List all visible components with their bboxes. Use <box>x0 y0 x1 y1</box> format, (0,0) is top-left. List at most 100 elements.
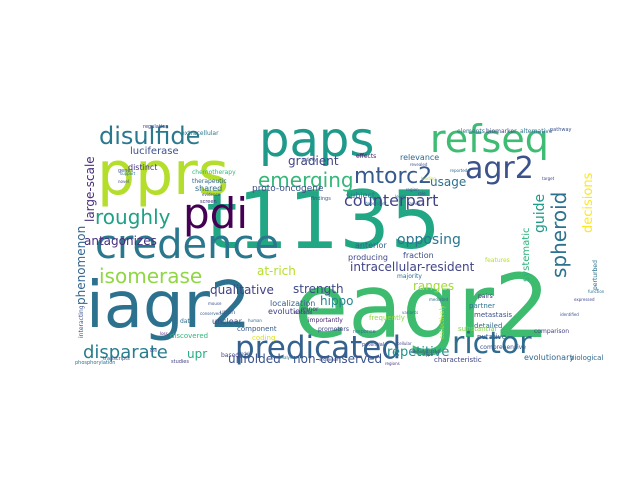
word-emerging: emerging <box>258 168 354 192</box>
word-interacting: interacting <box>78 305 85 338</box>
word-usage: usage <box>430 175 466 189</box>
word-studies: studies <box>171 359 189 365</box>
word-extracellular: extracellular <box>181 130 219 137</box>
word-regions: regions <box>385 361 400 366</box>
word-proto-oncogene: proto-oncogene <box>252 184 324 194</box>
word-t1135: t1135 <box>206 174 441 267</box>
word-localization: localization <box>270 299 315 308</box>
word-disulfide: disulfide <box>99 122 200 150</box>
word-encode: encode <box>294 310 312 316</box>
word-support: support <box>120 171 136 176</box>
word-disparate: disparate <box>83 342 168 363</box>
word-potential: potential <box>362 342 384 348</box>
word-comprehensive: comprehensive <box>480 344 526 351</box>
word-spheroid: spheroid <box>547 192 571 278</box>
word-roughly: roughly <box>95 205 171 229</box>
word-coding: coding <box>252 334 275 342</box>
word-rictor: rictor <box>452 326 532 361</box>
word-eagr2: eagr2 <box>294 255 550 358</box>
word-mouse: mouse <box>208 301 222 306</box>
word-counterpart: counterpart <box>344 191 438 210</box>
word-alternative: alternative <box>520 128 553 135</box>
word-upon: upon <box>220 309 235 316</box>
word-phosphorylation: phosphorylation <box>75 360 115 366</box>
word-cellular: cellular <box>397 341 412 346</box>
word-transcripts: transcripts <box>103 356 130 362</box>
word-target: target <box>542 176 555 181</box>
word-unfolded: unfolded <box>228 352 281 366</box>
word-levels: levels <box>395 194 407 199</box>
word-data: data <box>180 318 194 325</box>
word-comparison: comparison <box>534 328 569 335</box>
word-iagr2: iagr2 <box>86 269 251 343</box>
word-paps: paps <box>259 112 374 168</box>
word-response: response <box>353 329 376 335</box>
word-guide: guide <box>532 194 548 233</box>
word-evolution: evolution <box>268 307 305 316</box>
word-evidence: evidence <box>202 192 221 197</box>
word-characteristic: characteristic <box>434 356 482 364</box>
word-biological: biological <box>570 354 603 362</box>
word-human: human <box>248 318 262 323</box>
word-type: type <box>424 352 433 357</box>
word-perturbed: perturbed <box>592 260 599 290</box>
word-pathway: pathway <box>550 127 572 133</box>
word-metastasis: metastasis <box>474 311 512 319</box>
word-expressed: expressed <box>574 297 595 302</box>
word-family: family <box>408 201 421 206</box>
word-role: role <box>418 191 426 196</box>
word-findings: findings <box>311 196 331 202</box>
word-novel: novel <box>118 179 129 184</box>
word-models: models <box>237 351 252 356</box>
word-variants: variants <box>402 310 418 315</box>
word-large-scale: large-scale <box>83 156 97 222</box>
word-discovered: discovered <box>170 332 208 340</box>
word-frequently: frequently <box>369 314 405 322</box>
word-decisions: decisions <box>581 172 596 233</box>
word-relevance: relevance <box>400 153 439 162</box>
word-sequence: sequence <box>319 357 339 362</box>
word-features: features <box>485 257 510 264</box>
word-agr2: agr2 <box>465 151 534 186</box>
word-screen: screen <box>200 199 217 205</box>
word-analysis: analysis <box>279 355 295 360</box>
word-activity: activity <box>302 157 317 162</box>
word-genes: genes <box>118 168 133 174</box>
word-isomerase: isomerase <box>99 264 202 288</box>
word-promoters: promoters <box>318 326 349 333</box>
word-evolutionary: evolutionary <box>524 353 574 362</box>
word-hippo: hippo <box>320 294 354 308</box>
word-conserved: conserved <box>200 311 221 316</box>
word-distinct: distinct <box>128 163 157 172</box>
word-identified: identified <box>560 312 579 317</box>
word-loss: loss <box>160 331 168 336</box>
word-strength: strength <box>293 282 344 296</box>
word-luciferase: luciferase <box>130 146 179 157</box>
word-biomarker: biomarker <box>486 128 517 135</box>
word-putative: putative <box>477 333 506 341</box>
word-demonstrated: demonstrated <box>411 349 440 354</box>
word-subject: subject <box>346 191 375 200</box>
word-unclear: unclear <box>212 317 243 326</box>
word-shared: shared <box>195 184 222 193</box>
word-based: based <box>221 352 239 359</box>
word-repetitive: repetitive <box>387 345 449 360</box>
word-systematic: systematic <box>521 228 532 282</box>
word-fraction: fraction <box>403 251 434 260</box>
word-importantly: importantly <box>308 317 343 324</box>
word-phenomenon: phenomenon <box>74 226 88 305</box>
word-therapeutic: therapeutic <box>192 178 227 185</box>
word-binding: binding <box>421 176 436 181</box>
word-producing: producing <box>348 253 388 262</box>
word-elements: elements <box>457 128 485 135</box>
word-qualitative: qualitative <box>210 283 274 297</box>
word-cell: cell <box>150 348 157 353</box>
word-non-conserved: non-conserved <box>293 352 382 366</box>
word-mediated: mediated <box>429 297 448 302</box>
word-intracellular-resident: intracellular-resident <box>350 260 475 274</box>
word-antagonizes: antagonizes <box>84 234 157 248</box>
word-at-rich: at-rich <box>257 264 296 278</box>
word-regulation: regulation <box>143 124 168 130</box>
word-credence: credence <box>95 222 279 268</box>
